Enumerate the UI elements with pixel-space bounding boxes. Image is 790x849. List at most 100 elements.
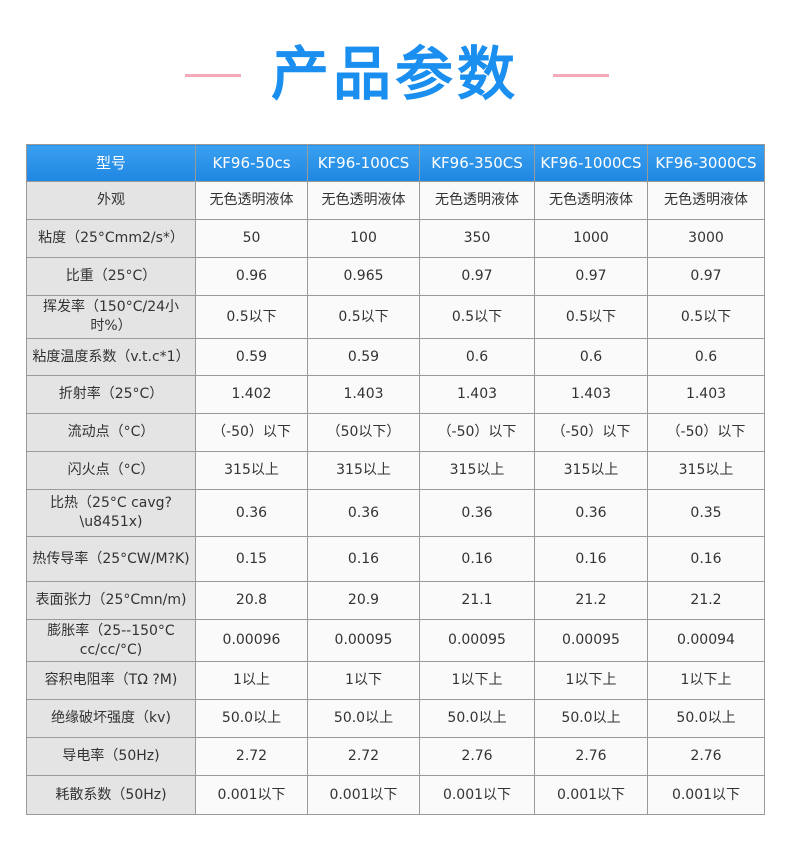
table-cell: 20.8 [195, 581, 308, 620]
table-cell: 1.402 [195, 375, 308, 414]
table-row: 粘度（25°Cmm2/s*） 50 100 350 1000 3000 [26, 219, 765, 258]
table-cell: 0.5以下 [647, 295, 765, 339]
table-cell: 1以下 [307, 661, 420, 700]
table-cell: 无色透明液体 [534, 181, 648, 220]
table-row: 容积电阻率（TΩ ?M) 1以上 1以下 1以下上 1以下上 1以下上 [26, 661, 765, 700]
table-cell: 50.0以上 [534, 699, 648, 738]
table-cell: 315以上 [195, 451, 308, 490]
table-cell: 1000 [534, 219, 648, 258]
table-cell: （-50）以下 [534, 413, 648, 452]
table-cell: 0.35 [647, 489, 765, 537]
table-cell: 50 [195, 219, 308, 258]
table-cell: 无色透明液体 [647, 181, 765, 220]
table-cell: 21.1 [419, 581, 535, 620]
table-cell: 0.001以下 [307, 775, 420, 815]
row-label: 耗散系数（50Hz) [26, 775, 196, 815]
row-label: 流动点（°C） [26, 413, 196, 452]
table-cell: 0.36 [419, 489, 535, 537]
table-cell: 0.36 [534, 489, 648, 537]
row-label: 粘度温度系数（v.t.c*1） [26, 338, 196, 376]
table-cell: 0.001以下 [419, 775, 535, 815]
row-label: 挥发率（150°C/24小时%） [26, 295, 196, 339]
table-cell: 0.36 [307, 489, 420, 537]
table-cell: 0.97 [419, 257, 535, 296]
column-header-model: KF96-3000CS [647, 144, 765, 182]
table-cell: 50.0以上 [647, 699, 765, 738]
table-cell: 50.0以上 [195, 699, 308, 738]
table-cell: 0.001以下 [647, 775, 765, 815]
table-cell: 1.403 [647, 375, 765, 414]
table-cell: 0.6 [419, 338, 535, 376]
table-cell: 0.5以下 [419, 295, 535, 339]
table-cell: 2.76 [647, 737, 765, 776]
table-cell: 0.5以下 [534, 295, 648, 339]
table-cell: 无色透明液体 [307, 181, 420, 220]
spec-table: 型号 KF96-50cs KF96-100CS KF96-350CS KF96-1000… [26, 144, 765, 815]
table-cell: （-50）以下 [195, 413, 308, 452]
table-cell: 1以下上 [419, 661, 535, 700]
column-header-model: KF96-1000CS [534, 144, 648, 182]
row-label: 容积电阻率（TΩ ?M) [26, 661, 196, 700]
table-row: 流动点（°C） （-50）以下 （50以下） （-50）以下 （-50）以下 （-50）以… [26, 413, 765, 452]
table-row: 耗散系数（50Hz) 0.001以下 0.001以下 0.001以下 0.001以下 0.… [26, 775, 765, 815]
table-cell: 无色透明液体 [419, 181, 535, 220]
table-cell: 0.001以下 [534, 775, 648, 815]
table-cell: 0.59 [195, 338, 308, 376]
table-cell: （50以下） [307, 413, 420, 452]
row-label: 热传导率（25°CW/M?K) [26, 536, 196, 582]
table-row: 粘度温度系数（v.t.c*1） 0.59 0.59 0.6 0.6 0.6 [26, 338, 765, 376]
table-cell: 0.36 [195, 489, 308, 537]
table-cell: 50.0以上 [307, 699, 420, 738]
row-label: 表面张力（25°Cmn/m) [26, 581, 196, 620]
table-cell: 1.403 [534, 375, 648, 414]
table-row: 膨胀率（25--150°C cc/cc/°C) 0.00096 0.00095 0.0… [26, 619, 765, 662]
table-cell: 0.00095 [419, 619, 535, 662]
table-cell: 100 [307, 219, 420, 258]
table-cell: 0.00095 [534, 619, 648, 662]
row-label: 绝缘破坏强度（kv) [26, 699, 196, 738]
table-cell: 0.6 [647, 338, 765, 376]
table-cell: 0.965 [307, 257, 420, 296]
table-cell: 1以上 [195, 661, 308, 700]
table-row: 绝缘破坏强度（kv) 50.0以上 50.0以上 50.0以上 50.0以上 50.0以上 [26, 699, 765, 738]
table-cell: （-50）以下 [419, 413, 535, 452]
table-row: 闪火点（°C） 315以上 315以上 315以上 315以上 315以上 [26, 451, 765, 490]
table-row: 挥发率（150°C/24小时%） 0.5以下 0.5以下 0.5以下 0.5以下 0.5以… [26, 295, 765, 339]
table-cell: 2.76 [534, 737, 648, 776]
table-cell: 0.00096 [195, 619, 308, 662]
row-label: 粘度（25°Cmm2/s*） [26, 219, 196, 258]
table-cell: 0.97 [647, 257, 765, 296]
table-cell: 50.0以上 [419, 699, 535, 738]
table-cell: 0.16 [647, 536, 765, 582]
table-cell: 315以上 [307, 451, 420, 490]
table-cell: 0.59 [307, 338, 420, 376]
table-cell: （-50）以下 [647, 413, 765, 452]
table-cell: 2.76 [419, 737, 535, 776]
table-cell: 0.16 [419, 536, 535, 582]
table-cell: 1以下上 [647, 661, 765, 700]
table-cell: 0.16 [307, 536, 420, 582]
table-row: 导电率（50Hz) 2.72 2.72 2.76 2.76 2.76 [26, 737, 765, 776]
table-cell: 0.97 [534, 257, 648, 296]
table-row: 比热（25°C cavg?\u8451x) 0.36 0.36 0.36 0.36 0.3… [26, 489, 765, 537]
row-label: 比热（25°C cavg?\u8451x) [26, 489, 196, 537]
page-header: 产品参数 [0, 36, 790, 116]
row-label: 比重（25°C） [26, 257, 196, 296]
row-label: 膨胀率（25--150°C cc/cc/°C) [26, 619, 196, 662]
row-label: 闪火点（°C） [26, 451, 196, 490]
table-cell: 无色透明液体 [195, 181, 308, 220]
table-cell: 3000 [647, 219, 765, 258]
table-cell: 20.9 [307, 581, 420, 620]
table-cell: 350 [419, 219, 535, 258]
table-header-row: 型号 KF96-50cs KF96-100CS KF96-350CS KF96-1000… [26, 144, 765, 182]
table-cell: 1.403 [419, 375, 535, 414]
column-header-label: 型号 [26, 144, 196, 182]
table-row: 外观 无色透明液体 无色透明液体 无色透明液体 无色透明液体 无色透明液体 [26, 181, 765, 220]
table-cell: 0.00095 [307, 619, 420, 662]
table-row: 热传导率（25°CW/M?K) 0.15 0.16 0.16 0.16 0.16 [26, 536, 765, 582]
table-cell: 0.5以下 [195, 295, 308, 339]
page-title: 产品参数 [270, 40, 519, 108]
column-header-model: KF96-100CS [307, 144, 420, 182]
decorative-line-left [185, 74, 241, 77]
decorative-line-right [553, 74, 609, 77]
